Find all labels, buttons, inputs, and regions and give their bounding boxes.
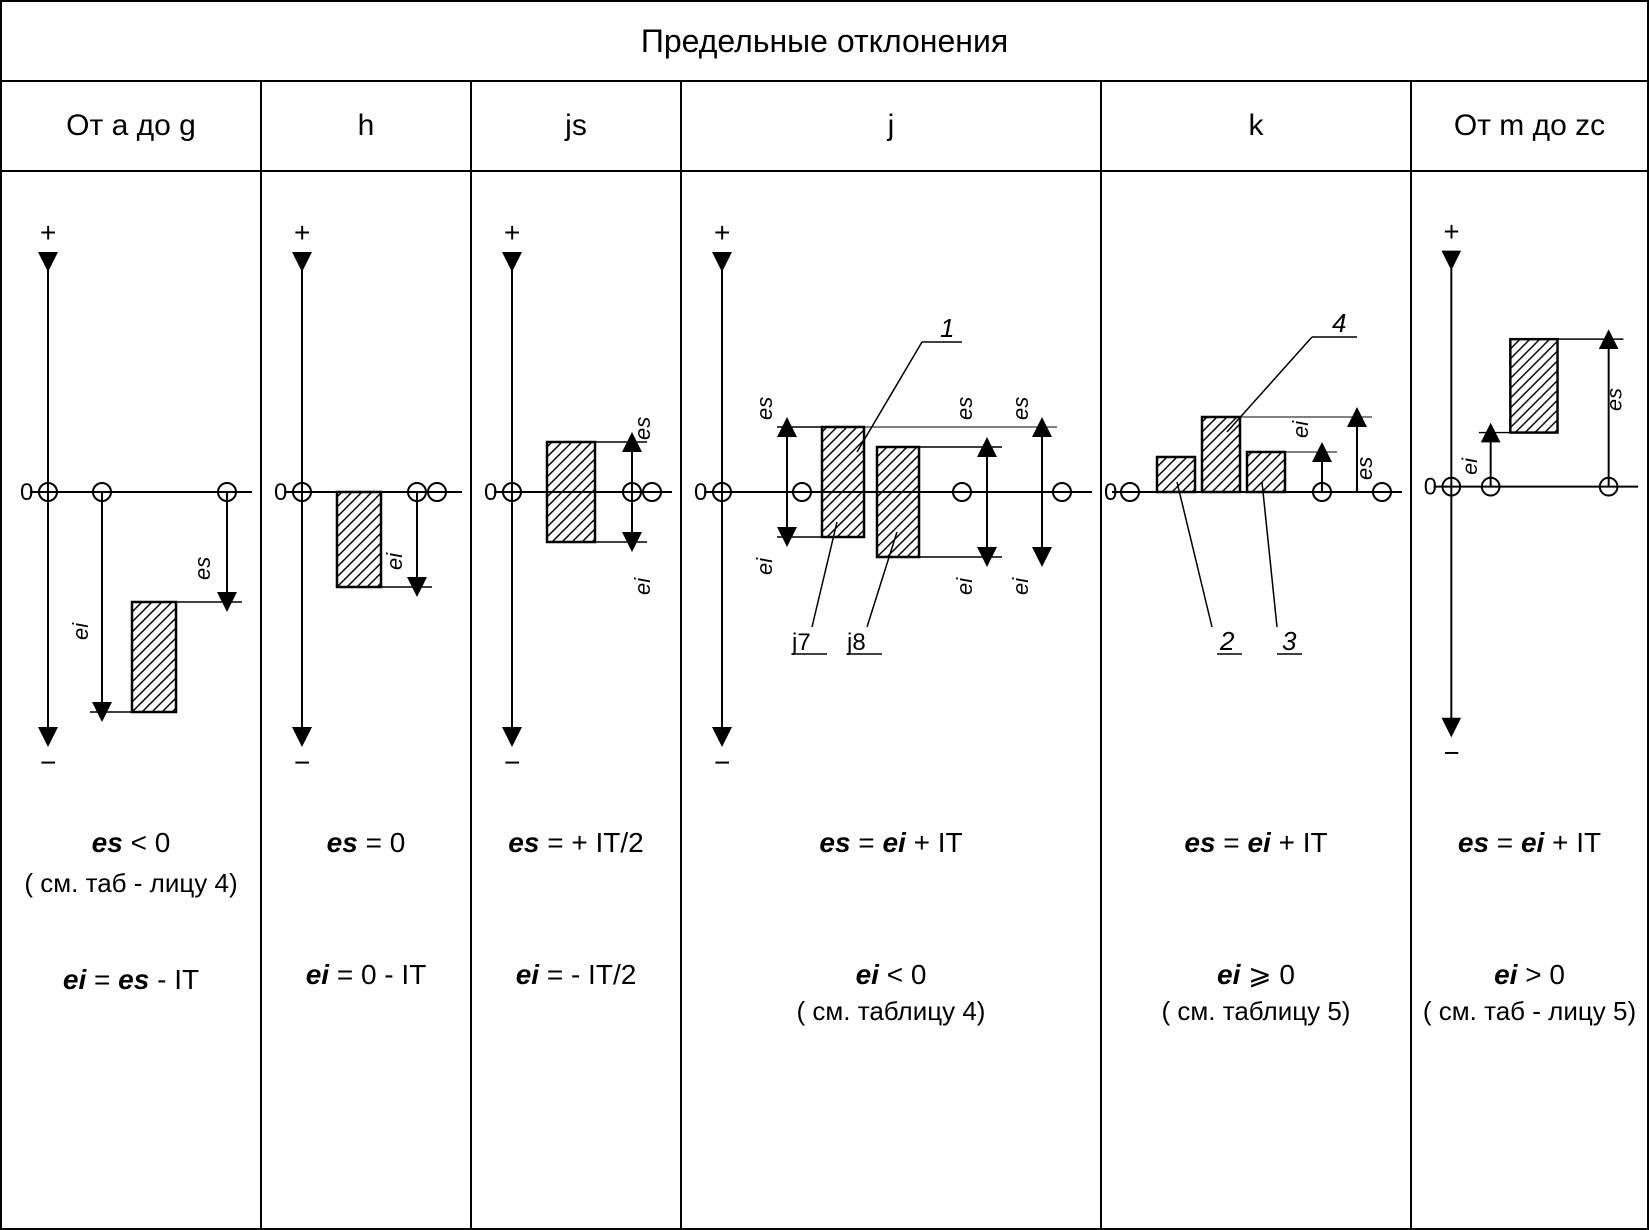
svg-text:+: +	[40, 217, 56, 248]
svg-text:−: −	[40, 747, 56, 778]
svg-text:−: −	[504, 747, 520, 778]
svg-text:0: 0	[1424, 474, 1437, 500]
svg-text:ei: ei	[1457, 457, 1482, 475]
header-row: От а до g h js j k От m до zc	[2, 82, 1647, 172]
formula-m-zc: es = ei + IT ei > 0 ( см. таб - лицу 5)	[1412, 812, 1647, 1228]
svg-text:es: es	[1008, 397, 1033, 420]
body-row: 0 + − es ei	[2, 172, 1647, 1228]
svg-text:j8: j8	[846, 629, 866, 656]
formula-j: es = ei + IT ei < 0 ( см. таблицу 4)	[682, 812, 1100, 1228]
svg-text:+: +	[294, 217, 310, 248]
svg-text:0: 0	[1104, 479, 1117, 506]
diagram-js: 0 + − es ei	[472, 172, 680, 812]
svg-text:ei: ei	[1288, 420, 1313, 438]
svg-text:ei: ei	[382, 552, 407, 570]
col-m-zc: 0 + − es ei es = ei	[1412, 172, 1647, 1228]
svg-text:es: es	[952, 397, 977, 420]
col-a-g: 0 + − es ei	[2, 172, 262, 1228]
header-h: h	[262, 82, 470, 170]
formula-js: es = + IT/2 ei = - IT/2	[472, 812, 680, 1228]
svg-text:j7: j7	[791, 629, 811, 656]
svg-text:es: es	[630, 417, 655, 440]
diagram-j: 0 + − es ei	[682, 172, 1100, 812]
svg-text:ei: ei	[630, 577, 655, 595]
svg-text:+: +	[714, 217, 730, 248]
diagram-m-zc: 0 + − es ei	[1412, 172, 1647, 812]
svg-text:−: −	[1443, 737, 1459, 768]
svg-text:1: 1	[940, 313, 954, 343]
formula-h: es = 0 ei = 0 - IT	[262, 812, 470, 1228]
svg-text:0: 0	[20, 479, 33, 506]
header-a-g: От а до g	[2, 82, 260, 170]
formula-a-g: es < 0 ( см. таб - лицу 4) ei = es - IT	[2, 812, 260, 1228]
diagram-h: 0 + − ei	[262, 172, 470, 812]
formula-k: es = ei + IT ei ⩾ 0 ( см. таблицу 5)	[1102, 812, 1410, 1228]
header-js: js	[472, 82, 680, 170]
svg-text:ei: ei	[752, 557, 777, 575]
header-k: k	[1102, 82, 1410, 170]
svg-text:es: es	[1601, 388, 1626, 411]
svg-text:ei: ei	[952, 577, 977, 595]
svg-text:ei: ei	[68, 622, 93, 640]
diagram-a-g: 0 + − es ei	[2, 172, 260, 812]
col-j: 0 + − es ei	[682, 172, 1102, 1228]
col-js: 0 + − es ei es = +	[472, 172, 682, 1228]
svg-text:4: 4	[1332, 308, 1346, 338]
svg-text:+: +	[1443, 216, 1459, 247]
tolerance-table: Предельные отклонения От а до g h js j k…	[0, 0, 1649, 1230]
header-j: j	[682, 82, 1100, 170]
col-h: 0 + − ei es = 0 ei = 0 - IT	[262, 172, 472, 1228]
svg-text:+: +	[504, 217, 520, 248]
svg-text:−: −	[294, 747, 310, 778]
svg-text:0: 0	[694, 479, 707, 506]
table-title: Предельные отклонения	[2, 2, 1647, 82]
diagram-k: 0 es ei 4	[1102, 172, 1410, 812]
svg-text:0: 0	[484, 479, 497, 506]
svg-text:es: es	[190, 557, 215, 580]
svg-text:−: −	[714, 747, 730, 778]
svg-text:0: 0	[274, 479, 287, 506]
svg-text:ei: ei	[1008, 577, 1033, 595]
col-k: 0 es ei 4	[1102, 172, 1412, 1228]
svg-text:2: 2	[1219, 626, 1235, 656]
svg-text:es: es	[1352, 457, 1377, 480]
svg-text:3: 3	[1282, 626, 1297, 656]
svg-text:es: es	[752, 397, 777, 420]
header-m-zc: От m до zc	[1412, 82, 1647, 170]
